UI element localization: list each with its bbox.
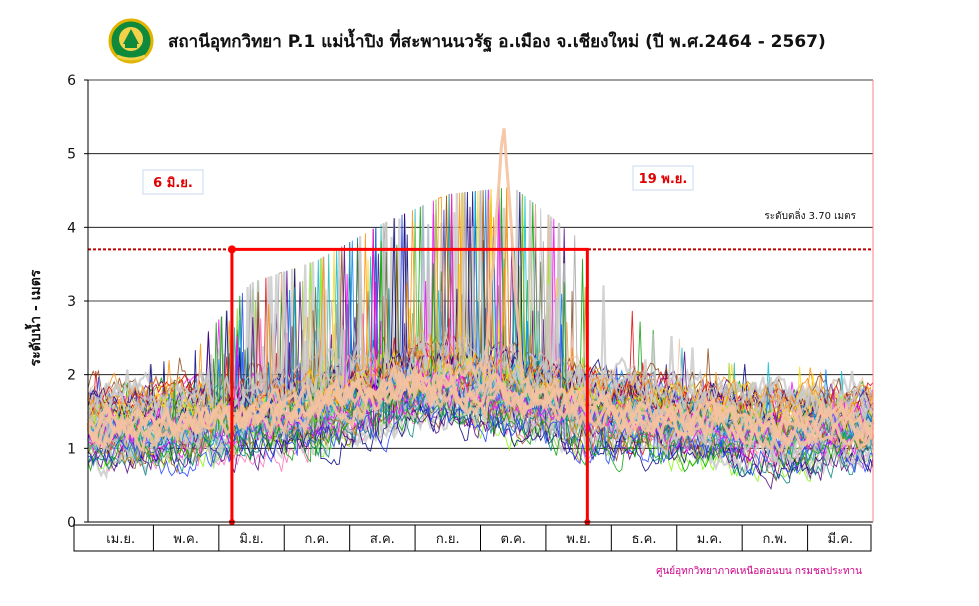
end-date-label-box (632, 165, 694, 191)
water-level-series-highlight (86, 359, 875, 452)
critical-level-label: ระดับตลิ่ง 3.70 เมตร (764, 208, 856, 222)
water-level-series (87, 261, 874, 484)
start-date-label: 6 มิ.ย. (153, 176, 193, 191)
start-date-label-box (142, 169, 204, 195)
x-tick-label: มิ.ย. (239, 532, 263, 547)
x-tick-label: ก.ย. (436, 532, 460, 547)
y-tick-label: 4 (67, 220, 76, 236)
month-row-frame (73, 524, 872, 552)
x-tick-label: ต.ค. (501, 532, 526, 547)
overlay-layer: 6 มิ.ย. 19 พ.ย. (88, 165, 873, 525)
y-tick-label: 0 (67, 515, 76, 531)
period-start-marker (227, 245, 236, 254)
x-tick-label: เม.ย. (106, 532, 135, 547)
x-tick-label: มี.ค. (828, 531, 854, 547)
axis-layer: 0 1 2 3 4 5 6 เม.ย. พ.ค. มิ.ย. ก.ค. ส.ค. ก.ย. ต.ค. พ.ย… (67, 73, 874, 552)
y-tick-label: 3 (67, 294, 76, 310)
water-level-series (87, 192, 875, 422)
water-level-series (87, 323, 874, 478)
x-tick-label: ก.พ. (763, 532, 788, 547)
title-row: สถานีอุทกวิทยา P.1 แม่น้ำปิง ที่สะพานนวร… (0, 0, 979, 80)
source-note: ศูนย์อุทกวิทยาภาคเหนือตอนบน กรมชลประทาน (656, 565, 862, 577)
x-tick-label: พ.ย. (566, 532, 590, 547)
x-tick-label: ม.ค. (697, 532, 723, 547)
water-level-series (87, 188, 874, 430)
water-level-series-highlight (86, 373, 875, 452)
y-axis-title: ระดับน้ำ - เมตร (24, 269, 44, 366)
x-tick-label: ธ.ค. (632, 532, 657, 547)
period-box (230, 247, 589, 522)
x-tick-label: ก.ค. (305, 532, 330, 547)
end-date-label: 19 พ.ย. (639, 172, 688, 187)
chart-title: สถานีอุทกวิทยา P.1 แม่น้ำปิง ที่สะพานนวร… (168, 32, 826, 52)
x-tick-label: ส.ค. (370, 532, 395, 547)
y-tick-label: 6 (67, 73, 76, 89)
y-tick-label: 2 (67, 368, 76, 384)
y-tick-label: 5 (67, 147, 76, 163)
y-tick-label: 1 (67, 441, 76, 457)
royal-irrigation-logo (108, 18, 154, 64)
x-tick-label: พ.ค. (173, 532, 199, 547)
series-layer (86, 128, 875, 490)
